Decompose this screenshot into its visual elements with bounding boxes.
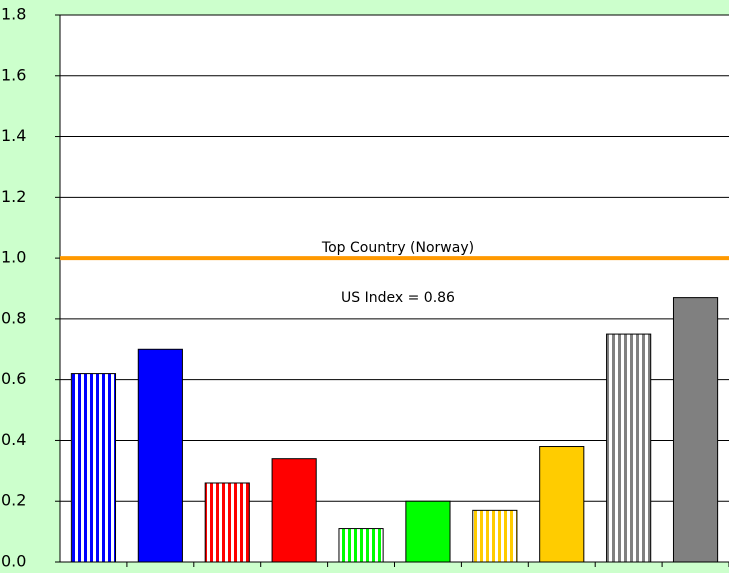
y-tick-label: 0.0: [1, 552, 26, 571]
bar: [204, 482, 250, 563]
y-tick-label: 0.8: [1, 308, 26, 327]
bar: [137, 348, 183, 563]
y-tick-label: 0.6: [1, 369, 26, 388]
y-tick-label: 0.4: [1, 430, 26, 449]
y-tick-label: 1.4: [1, 126, 26, 145]
y-tick-label: 1.2: [1, 187, 26, 206]
bar: [70, 373, 117, 563]
annotation: Top Country (Norway): [321, 240, 474, 256]
bar: [338, 528, 384, 563]
bar: [606, 333, 652, 563]
y-tick-label: 0.2: [1, 491, 26, 510]
annotation: US Index = 0.86: [341, 290, 455, 306]
y-tick-label: 1.0: [1, 248, 26, 267]
bar: [271, 458, 317, 563]
bar: [539, 446, 585, 563]
bar: [672, 297, 719, 563]
y-tick-label: 1.8: [1, 5, 26, 24]
y-tick-label: 1.6: [1, 65, 26, 84]
bar: [472, 509, 518, 563]
bar: [405, 500, 451, 563]
